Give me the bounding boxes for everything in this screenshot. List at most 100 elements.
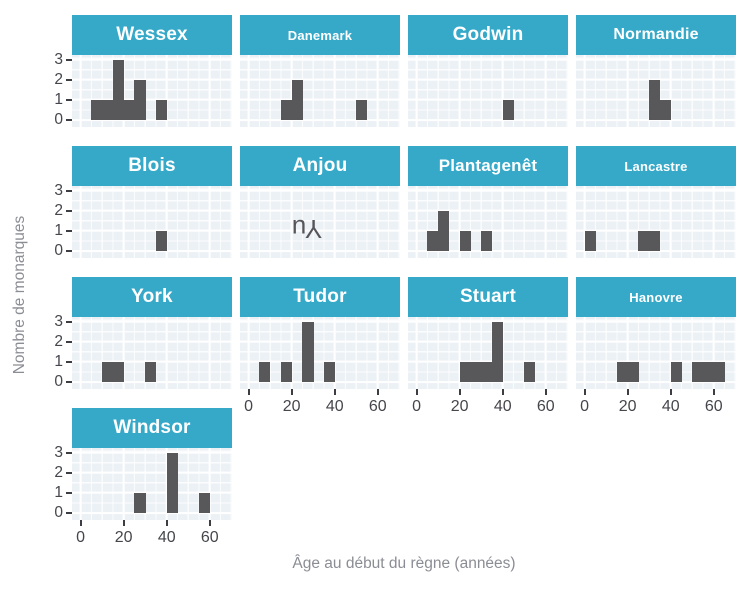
x-tick-mark [79,520,82,526]
facet-strip-lancastre: Lancastre [576,146,736,186]
x-tick-mark [712,389,715,395]
x-tick-mark [290,389,293,395]
histogram-bar [459,230,471,251]
y-tick-mark [66,229,72,232]
y-tick-label: 1 [54,483,63,501]
facet-strip-tudor: Tudor [240,277,400,317]
histogram-bar [134,492,146,513]
x-tick-label: 60 [200,529,219,546]
y-tick-mark [66,491,72,494]
facet-panel-hanovre [576,317,736,389]
facet-anjou: Anjou Yu [240,146,400,258]
facet-godwin: Godwin [408,15,568,127]
x-tick-mark [122,520,125,526]
facet-strip-normandie: Normandie [576,15,736,55]
x-tick-mark [376,389,379,395]
x-tick-mark [208,520,211,526]
facet-stuart: Stuart [408,277,568,389]
facet-strip-label: Tudor [293,286,347,307]
histogram-bar [481,230,493,251]
y-tick-mark [66,209,72,212]
x-tick-label: 20 [114,529,133,546]
histogram-bar [459,361,471,382]
facet-strip-label: Danemark [287,27,353,43]
y-tick-mark [66,340,72,343]
x-tick-label: 40 [325,398,344,415]
x-tick-mark [583,389,586,395]
facet-panel-lancastre [576,186,736,258]
y-tick-mark [66,189,72,192]
y-tick-mark [66,381,72,383]
facet-strip-label: Godwin [452,24,524,45]
facet-panel-normandie [576,55,736,127]
x-tick-label: 20 [282,398,301,415]
histogram-bar [703,361,715,382]
facet-panel-wessex [72,55,232,127]
histogram-bar [155,99,168,120]
histogram-bar [438,210,450,251]
y-tick-mark [66,250,72,252]
rotated-yu-text: Yu [292,214,323,245]
facet-strip-label: Plantagenêt [438,156,538,175]
histogram-bar [323,361,336,382]
x-tick-label: 60 [704,398,723,415]
histogram-bar [123,99,135,120]
histogram-bar [302,321,314,382]
y-tick-label: 1 [54,352,63,370]
facet-panel-tudor [240,317,400,389]
facet-strip-godwin: Godwin [408,15,568,55]
facet-strip-label: Windsor [113,417,191,438]
histogram-bar [649,230,661,251]
x-tick-mark [415,389,418,395]
histogram-bar [491,321,504,382]
histogram-bar [616,361,628,382]
y-tick-label: 0 [54,242,63,259]
facet-strip-label: Anjou [292,155,348,176]
x-tick-mark [544,389,547,395]
y-tick-label: 0 [54,373,63,390]
x-tick-label: 0 [412,398,422,415]
y-tick-label: 2 [54,332,63,350]
facet-strip-blois: Blois [72,146,232,186]
histogram-bar [145,361,157,382]
facet-blois: Blois [72,146,232,258]
facet-york: York [72,277,232,389]
histogram-bar [481,361,493,382]
x-axis-title: Âge au début du règne (années) [292,555,516,572]
facet-panel-blois [72,186,232,258]
y-tick-mark [66,512,72,514]
histogram-bar [102,99,114,120]
y-tick-mark [66,98,72,101]
y-tick-mark [66,119,72,121]
facet-strip-windsor: Windsor [72,408,232,448]
facet-strip-label: Normandie [613,26,699,43]
x-tick-mark [458,389,461,395]
histogram-bar [524,361,536,382]
facet-strip-stuart: Stuart [408,277,568,317]
y-tick-mark [66,451,72,454]
facet-panel-anjou: Yu [240,186,400,258]
histogram-bar [280,99,292,120]
x-tick-mark [247,389,250,395]
histogram-bar [427,230,439,251]
facet-strip-label: Blois [128,155,176,176]
histogram-bar [102,361,114,382]
facet-danemark: Danemark [240,15,400,127]
histogram-bar [134,79,146,120]
facet-strip-plantagene-t: Plantagenêt [408,146,568,186]
x-tick-label: 40 [157,529,176,546]
facet-strip-label: York [131,286,173,307]
x-tick-mark [333,389,336,395]
y-tick-label: 1 [54,221,63,239]
facet-plantagene-t: Plantagenêt [408,146,568,258]
y-tick-mark [66,320,72,323]
facet-wessex: Wessex [72,15,232,127]
histogram-bar [670,361,682,382]
y-tick-label: 2 [54,463,63,481]
x-tick-label: 60 [536,398,555,415]
x-tick-label: 20 [450,398,469,415]
x-tick-mark [669,389,672,395]
facet-strip-york: York [72,277,232,317]
x-tick-label: 40 [661,398,680,415]
